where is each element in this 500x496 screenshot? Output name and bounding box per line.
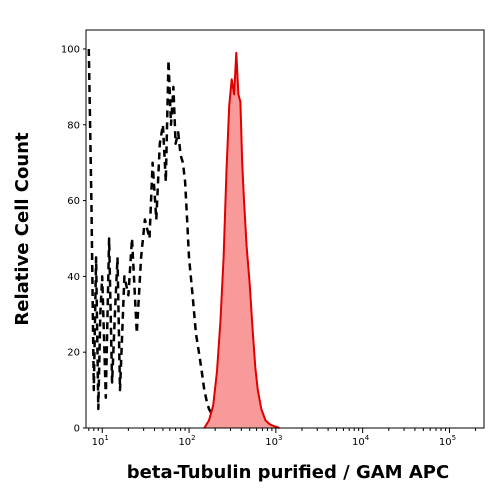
x-tick-label: 105 bbox=[439, 434, 456, 448]
y-tick-label: 20 bbox=[67, 348, 80, 359]
y-tick-label: 80 bbox=[67, 120, 80, 131]
series-0-dashed-line bbox=[87, 48, 220, 429]
series-1-line bbox=[203, 51, 280, 429]
x-axis-title: beta-Tubulin purified / GAM APC bbox=[127, 462, 449, 483]
y-tick-label: 60 bbox=[67, 196, 80, 207]
y-tick-label: 40 bbox=[67, 272, 80, 283]
x-tick-label: 104 bbox=[352, 434, 370, 448]
x-tick-label: 102 bbox=[178, 434, 195, 448]
x-tick-label: 101 bbox=[92, 434, 109, 448]
y-axis-title: Relative Cell Count bbox=[12, 132, 33, 326]
y-tick-label: 100 bbox=[61, 44, 80, 55]
plot-frame bbox=[85, 29, 485, 429]
y-tick-label: 0 bbox=[74, 424, 80, 435]
series-1-fill bbox=[204, 52, 280, 428]
x-tick-label: 103 bbox=[265, 434, 282, 448]
